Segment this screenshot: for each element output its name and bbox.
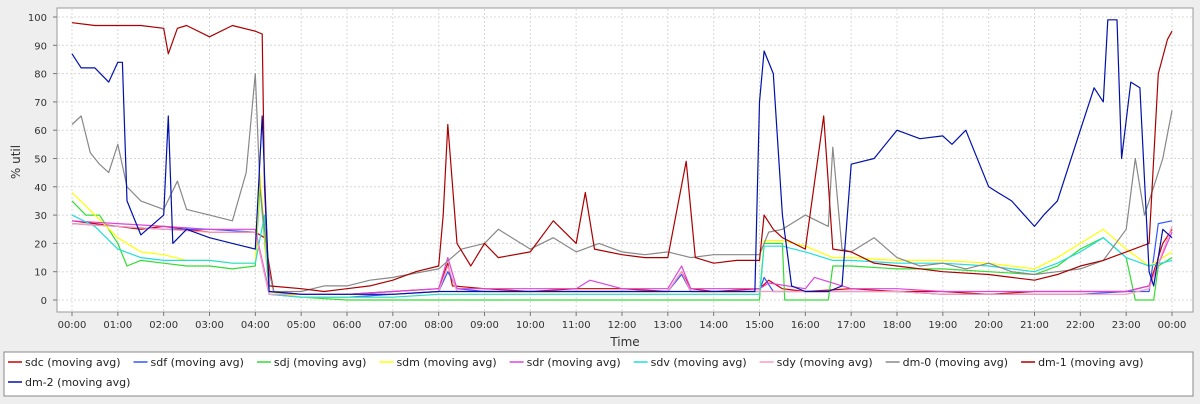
legend-label: sdc (moving avg) bbox=[25, 356, 121, 369]
x-axis-label: Time bbox=[609, 335, 639, 349]
legend-label: sdv (moving avg) bbox=[651, 356, 747, 369]
legend-label: dm-1 (moving avg) bbox=[1038, 356, 1143, 369]
y-tick-label: 100 bbox=[28, 13, 47, 24]
x-tick-label: 11:00 bbox=[562, 320, 591, 331]
legend-label: sdf (moving avg) bbox=[151, 356, 244, 369]
legend-label: sdy (moving avg) bbox=[777, 356, 873, 369]
x-tick-label: 05:00 bbox=[287, 320, 316, 331]
y-tick-label: 60 bbox=[34, 126, 47, 137]
x-tick-label: 04:00 bbox=[241, 320, 270, 331]
x-tick-label: 06:00 bbox=[333, 320, 362, 331]
x-tick-label: 17:00 bbox=[837, 320, 866, 331]
x-tick-label: 13:00 bbox=[653, 320, 682, 331]
x-tick-label: 23:00 bbox=[1112, 320, 1141, 331]
x-tick-label: 07:00 bbox=[378, 320, 407, 331]
x-tick-label: 18:00 bbox=[883, 320, 912, 331]
legend-label: sdm (moving avg) bbox=[396, 356, 496, 369]
x-tick-label: 12:00 bbox=[608, 320, 637, 331]
series-lines bbox=[71, 19, 1173, 301]
x-tick-label: 08:00 bbox=[424, 320, 453, 331]
x-tick-label: 00:00 bbox=[1158, 320, 1187, 331]
x-tick-label: 14:00 bbox=[699, 320, 728, 331]
plot-area bbox=[56, 7, 1194, 313]
series-line-sdv bbox=[71, 214, 1173, 298]
legend-box bbox=[3, 351, 1194, 397]
legend-label: sdj (moving avg) bbox=[274, 356, 367, 369]
axes: 0 10 20 30 40 50 60 70 80 90 100 00:00 01:00 02:00 03:… bbox=[28, 13, 1187, 331]
x-tick-label: 10:00 bbox=[516, 320, 545, 331]
x-tick-label: 19:00 bbox=[928, 320, 957, 331]
y-tick-label: 90 bbox=[34, 41, 47, 52]
legend: sdc (moving avg) sdf (moving avg) sdj (mov… bbox=[8, 356, 1144, 389]
x-tick-label: 22:00 bbox=[1066, 320, 1095, 331]
y-tick-label: 70 bbox=[34, 98, 47, 109]
y-tick-label: 20 bbox=[34, 239, 47, 250]
y-tick-label: 40 bbox=[34, 183, 47, 194]
x-tick-label: 02:00 bbox=[149, 320, 178, 331]
series-line-dm-0 bbox=[71, 73, 1173, 293]
series-line-dm-1 bbox=[71, 22, 1173, 293]
legend-label: dm-2 (moving avg) bbox=[25, 376, 130, 389]
x-tick-label: 09:00 bbox=[470, 320, 499, 331]
y-tick-label: 0 bbox=[41, 296, 47, 307]
gridlines bbox=[58, 9, 1192, 311]
x-tick-label: 03:00 bbox=[195, 320, 224, 331]
x-tick-label: 21:00 bbox=[1020, 320, 1049, 331]
legend-label: sdr (moving avg) bbox=[527, 356, 621, 369]
y-tick-label: 10 bbox=[34, 268, 47, 279]
series-line-dm-2 bbox=[71, 19, 1173, 295]
y-tick-label: 30 bbox=[34, 211, 47, 222]
x-tick-label: 16:00 bbox=[791, 320, 820, 331]
x-tick-label: 00:00 bbox=[58, 320, 87, 331]
y-tick-label: 50 bbox=[34, 155, 47, 166]
y-axis-label: % util bbox=[9, 145, 23, 179]
legend-label: dm-0 (moving avg) bbox=[903, 356, 1008, 369]
x-tick-label: 15:00 bbox=[745, 320, 774, 331]
y-tick-label: 80 bbox=[34, 70, 47, 81]
series-line-sdj bbox=[71, 186, 1173, 301]
x-tick-label: 20:00 bbox=[974, 320, 1003, 331]
x-tick-label: 01:00 bbox=[103, 320, 132, 331]
